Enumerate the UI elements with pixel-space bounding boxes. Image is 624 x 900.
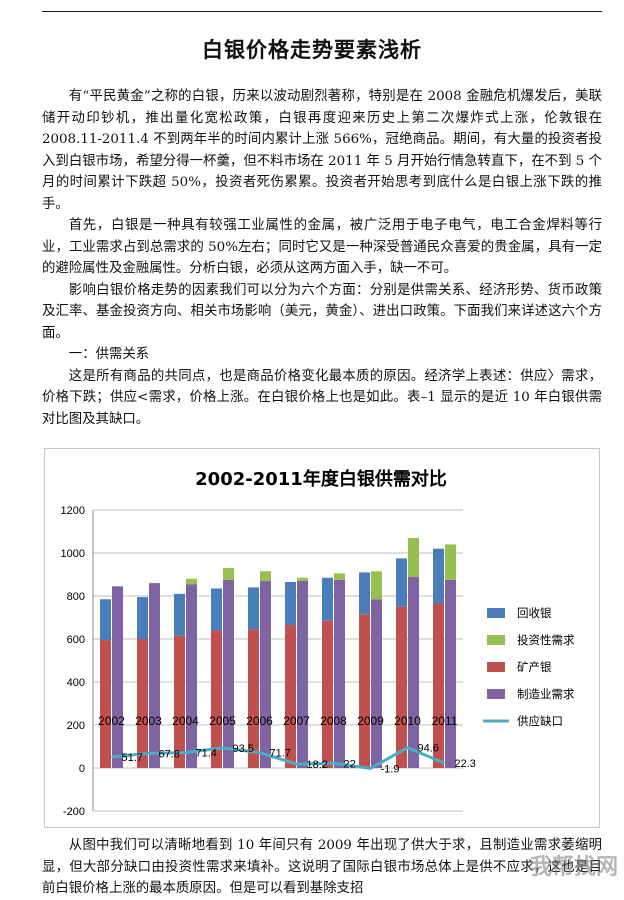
legend-label: 回收银 [517, 606, 552, 620]
bar-supply-mine [174, 635, 185, 768]
x-tick-label: 2007 [283, 714, 310, 728]
y-tick-label: 1000 [61, 548, 85, 560]
bar-demand-manufacturing [186, 584, 197, 768]
y-tick-label: 600 [67, 634, 85, 646]
bar-supply-mine [248, 629, 259, 768]
bar-supply-recycled [433, 548, 444, 604]
bar-demand-investment [186, 578, 197, 585]
bar-demand-investment [408, 537, 419, 577]
x-tick-label: 2010 [394, 714, 421, 728]
bottom-paragraph: 从图中我们可以清晰地看到 10 年间只有 2009 年出现了供大于求，且制造业需… [42, 835, 602, 900]
legend-label: 矿产银 [517, 660, 552, 674]
y-tick-label: 0 [79, 763, 85, 775]
data-label: 22.3 [455, 758, 476, 770]
data-label: 51.7 [122, 752, 143, 764]
x-tick-label: 2008 [320, 714, 347, 728]
x-tick-label: 2011 [432, 714, 458, 728]
bar-demand-manufacturing [112, 586, 123, 768]
bar-supply-recycled [322, 577, 333, 621]
header-rule [42, 11, 602, 12]
legend-label: 制造业需求 [517, 687, 575, 701]
x-tick-label: 2005 [209, 714, 236, 728]
bar-supply-recycled [174, 593, 185, 636]
bar-demand-manufacturing [223, 579, 234, 768]
bar-supply-mine [433, 603, 444, 768]
paragraph: 有“平民黄金”之称的白银，历来以波动剧烈著称，特别是在 2008 金融危机爆发后… [42, 89, 602, 212]
legend-swatch [487, 689, 505, 699]
y-tick-label: 1200 [61, 505, 85, 517]
data-label: 67.8 [159, 748, 180, 760]
y-tick-label: 800 [67, 591, 85, 603]
legend-swatch [487, 635, 505, 645]
x-tick-label: 2004 [172, 714, 199, 728]
bar-supply-mine [396, 606, 407, 768]
legend-label: 供应缺口 [517, 714, 563, 728]
bar-supply-mine [359, 614, 370, 768]
data-label: 18.2 [307, 759, 328, 771]
bar-demand-investment [445, 544, 456, 580]
bar-supply-mine [322, 620, 333, 768]
bar-supply-mine [137, 639, 148, 768]
bar-demand-manufacturing [445, 579, 456, 768]
data-label: 71.4 [196, 748, 217, 760]
y-tick-label: 400 [67, 677, 85, 689]
bar-supply-recycled [285, 582, 296, 626]
section-heading: 一：供需关系 [68, 347, 150, 362]
paragraph: 这是所有商品的共同点，也是商品价格变化最本质的原因。经济学上表述：供应〉需求，价… [42, 368, 602, 427]
paragraph: 影响白银价格走势的因素我们可以分为六个方面：分别是供需关系、经济形势、货币政策及… [42, 282, 602, 341]
bar-supply-recycled [396, 558, 407, 607]
paragraph: 从图中我们可以清晰地看到 10 年间只有 2009 年出现了供大于求，且制造业需… [42, 838, 602, 896]
bar-supply-mine [211, 630, 222, 768]
bar-supply-recycled [137, 597, 148, 639]
data-label: 71.7 [270, 748, 291, 760]
bar-demand-investment [260, 571, 271, 581]
bar-demand-manufacturing [149, 583, 160, 768]
data-label: 93.5 [233, 743, 254, 755]
bar-supply-recycled [211, 588, 222, 631]
watermark-logo: 我帮找网 [529, 855, 618, 880]
x-tick-label: 2002 [98, 714, 125, 728]
x-tick-label: 2006 [246, 714, 273, 728]
legend-swatch [487, 608, 505, 618]
bar-demand-investment [223, 568, 234, 580]
document-body: 有“平民黄金”之称的白银，历来以波动剧烈著称，特别是在 2008 金融危机爆发后… [42, 86, 602, 430]
bar-demand-manufacturing [260, 580, 271, 768]
bar-demand-investment [334, 573, 345, 580]
paragraph: 首先，白银是一种具有较强工业属性的金属，被广泛用于电子电气，电工合金焊料等行业，… [42, 218, 602, 276]
y-tick-label: 200 [67, 720, 85, 732]
chart-canvas: 2002-2011年度白银供需对比 1200 1000 800 600 400 200 0 -2… [61, 468, 575, 818]
bar-supply-mine [285, 625, 296, 768]
y-tick-label: -200 [63, 806, 85, 818]
bar-supply-recycled [100, 599, 111, 641]
x-tick-label: 2009 [357, 714, 384, 728]
data-label: 22 [344, 758, 356, 770]
bar-supply-recycled [359, 572, 370, 615]
x-tick-label: 2003 [135, 714, 162, 728]
supply-demand-chart: 2002-2011年度白银供需对比 1200 1000 800 600 400 200 0 -2… [44, 448, 600, 828]
gap-line [111, 746, 446, 770]
bar-demand-manufacturing [334, 579, 345, 768]
document-title: 白银价格走势要素浅析 [202, 38, 422, 62]
data-label: -1.9 [381, 763, 400, 775]
bar-supply-recycled [248, 587, 259, 630]
data-label: 94.6 [418, 743, 439, 755]
bar-supply-mine [100, 640, 111, 768]
bar-demand-manufacturing [408, 576, 419, 768]
bar-demand-investment [297, 577, 308, 581]
chart-title: 2002-2011年度白银供需对比 [195, 468, 447, 490]
legend-swatch [487, 662, 505, 672]
bar-demand-investment [371, 571, 382, 600]
bar-demand-manufacturing [297, 580, 308, 768]
bar-demand-manufacturing [371, 599, 382, 768]
legend-label: 投资性需求 [517, 633, 575, 647]
